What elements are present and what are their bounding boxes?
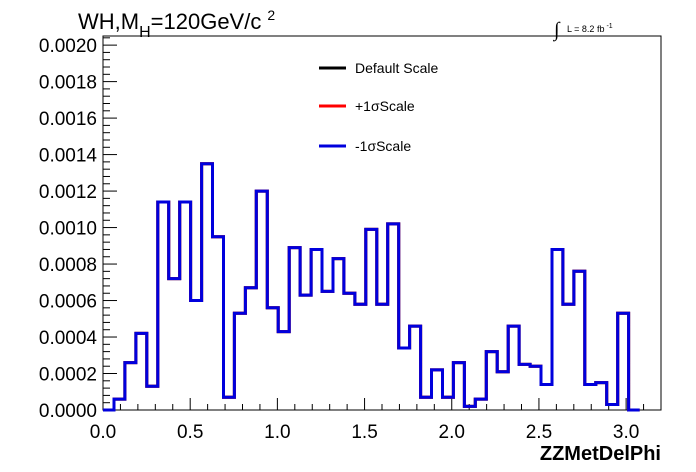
title-superscript: 2	[267, 7, 275, 23]
legend-label-minus-sigma: -1σScale	[355, 138, 411, 154]
y-tick-label: 0.0018	[39, 73, 97, 94]
legend-entry-minus-sigma: -1σScale	[319, 138, 411, 154]
y-tick-label: 0.0010	[39, 219, 97, 240]
y-tick-label: 0.0006	[39, 292, 97, 313]
legend-label-default: Default Scale	[355, 60, 438, 76]
x-tick-label: 2.0	[439, 422, 465, 443]
x-tick-label: 3.0	[613, 422, 639, 443]
x-tick-label: 0.0	[90, 422, 116, 443]
series-layer	[103, 162, 640, 412]
svg-text:L = 8.2 fb-1: L = 8.2 fb -1	[567, 23, 613, 34]
luminosity-label: ∫ L = 8.2 fb -1	[552, 19, 613, 42]
x-axis-label: ZZMetDelPhi	[540, 443, 661, 465]
chart-title: WH,MH=120GeV/c 2	[78, 7, 275, 41]
y-tick-label: 0.0016	[39, 109, 97, 130]
x-axis: 0.0 0.5 1.0 1.5 2.0 2.5 3.0	[90, 398, 645, 443]
series-line-2	[103, 162, 640, 412]
title-main: WH,M	[78, 9, 139, 34]
y-tick-label: 0.0012	[39, 182, 97, 203]
legend-label-plus-sigma: +1σScale	[355, 98, 415, 114]
x-tick-label: 2.5	[526, 422, 552, 443]
integral-sign: ∫	[552, 19, 561, 42]
y-axis: 0.0000 0.0002 0.0004 0.0006 0.0008 0.0010 0.00…	[39, 36, 117, 422]
x-tick-label: 1.0	[264, 422, 290, 443]
y-tick-label: 0.0020	[39, 36, 97, 57]
y-tick-label: 0.0000	[39, 401, 97, 422]
lumi-text: L = 8.2 fb	[567, 24, 604, 34]
x-tick-label: 1.5	[351, 422, 377, 443]
plot-frame	[102, 35, 662, 411]
y-tick-label: 0.0002	[39, 365, 97, 386]
legend-entry-plus-sigma: +1σScale	[319, 98, 415, 114]
legend-entry-default: Default Scale	[319, 60, 438, 76]
y-tick-label: 0.0014	[39, 146, 98, 167]
y-tick-label: 0.0004	[39, 328, 98, 349]
y-tick-label: 0.0008	[39, 255, 97, 276]
title-rest: =120GeV/c	[151, 9, 262, 34]
legend: Default Scale +1σScale -1σScale	[319, 60, 438, 154]
title-subscript: H	[139, 24, 151, 41]
x-tick-label: 0.5	[177, 422, 203, 443]
lumi-superscript: -1	[606, 23, 612, 30]
